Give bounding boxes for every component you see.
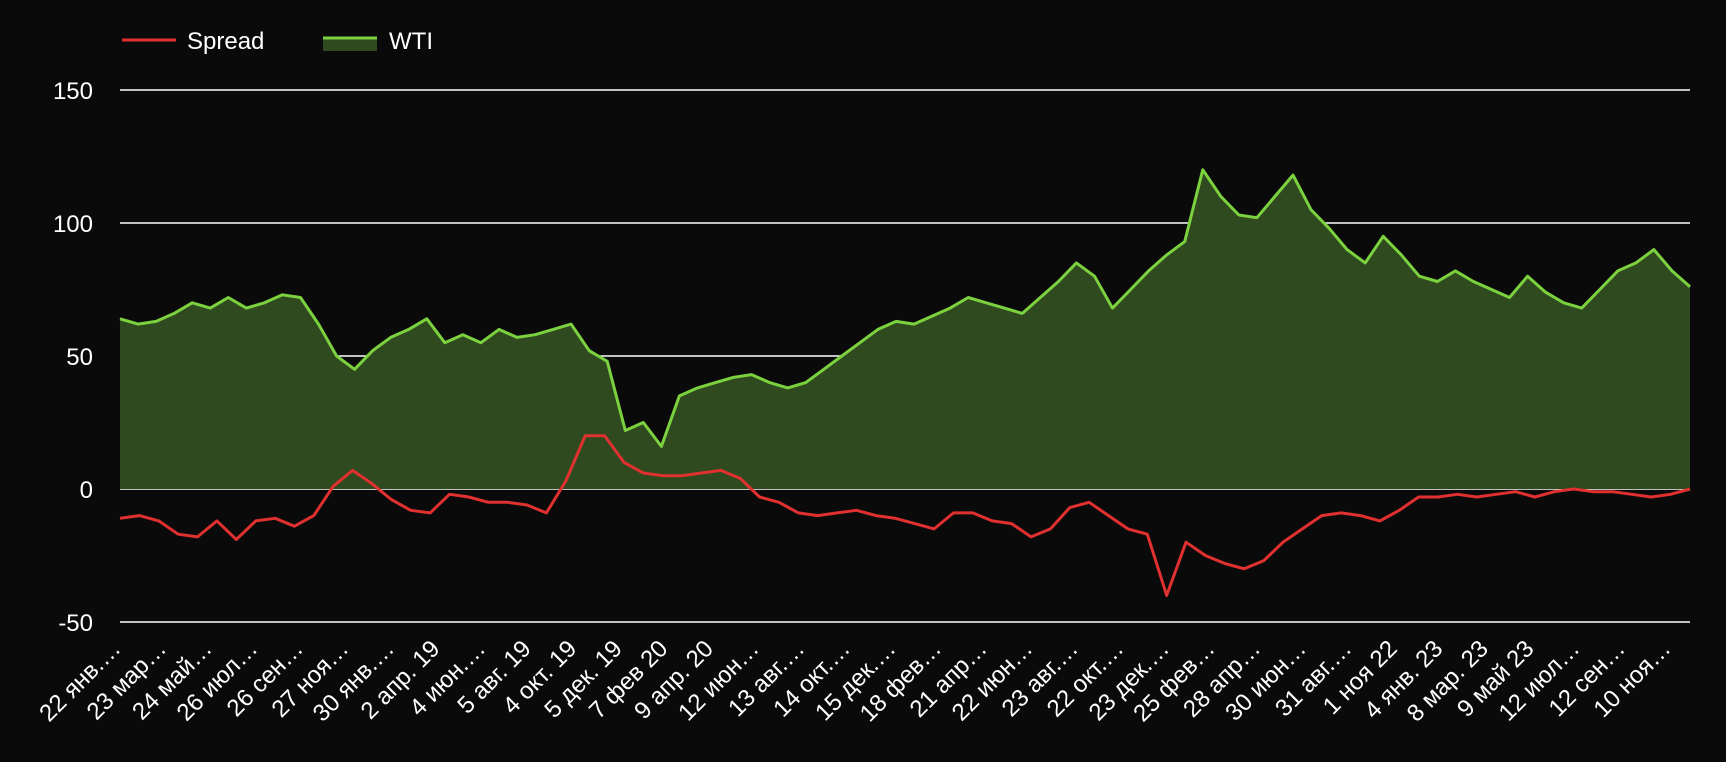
wti-area: [120, 169, 1690, 490]
y-tick-label: 50: [66, 344, 93, 371]
legend-label-wti: WTI: [389, 28, 433, 55]
legend: Spread WTI: [122, 28, 433, 55]
legend-label-spread: Spread: [187, 28, 264, 55]
spread-line: [119, 434, 1691, 597]
y-tick-label: 150: [53, 78, 93, 105]
y-tick-label: 0: [80, 477, 93, 504]
y-axis-labels: 150 100 50 0 -50: [53, 78, 93, 637]
legend-swatch-wti: [323, 37, 377, 51]
y-tick-label: 100: [53, 211, 93, 238]
series-layer: [119, 168, 1691, 597]
wti-line: [119, 168, 1691, 448]
y-tick-label: -50: [58, 610, 93, 637]
x-axis-labels: 22 янв.…23 мар…24 май…26 июл…26 сен…27 н…: [34, 635, 1676, 727]
